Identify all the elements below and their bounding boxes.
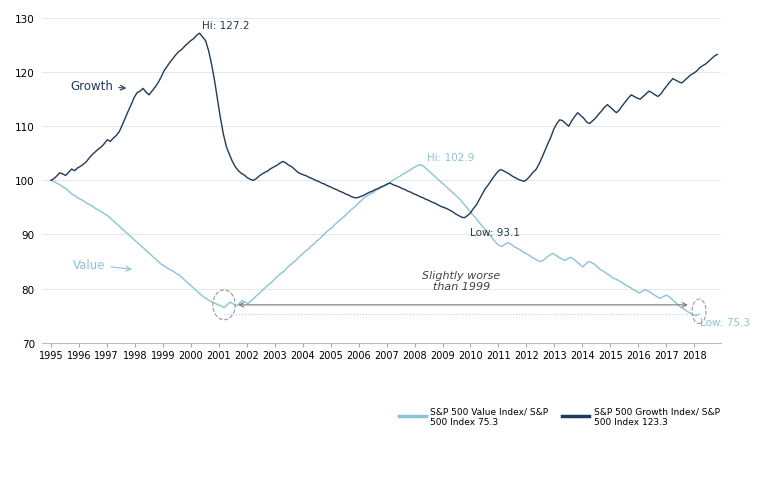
- Text: Value: Value: [73, 258, 131, 271]
- Text: Hi: 102.9: Hi: 102.9: [427, 153, 474, 163]
- Text: Hi: 127.2: Hi: 127.2: [203, 21, 250, 31]
- Text: Slightly worse
than 1999: Slightly worse than 1999: [422, 270, 501, 292]
- Text: Growth: Growth: [71, 80, 125, 93]
- Text: Low: 75.3: Low: 75.3: [700, 317, 750, 327]
- Legend: S&P 500 Value Index/ S&P
500 Index 75.3, S&P 500 Growth Index/ S&P
500 Index 123: S&P 500 Value Index/ S&P 500 Index 75.3,…: [395, 403, 723, 429]
- Text: Low: 93.1: Low: 93.1: [470, 228, 520, 238]
